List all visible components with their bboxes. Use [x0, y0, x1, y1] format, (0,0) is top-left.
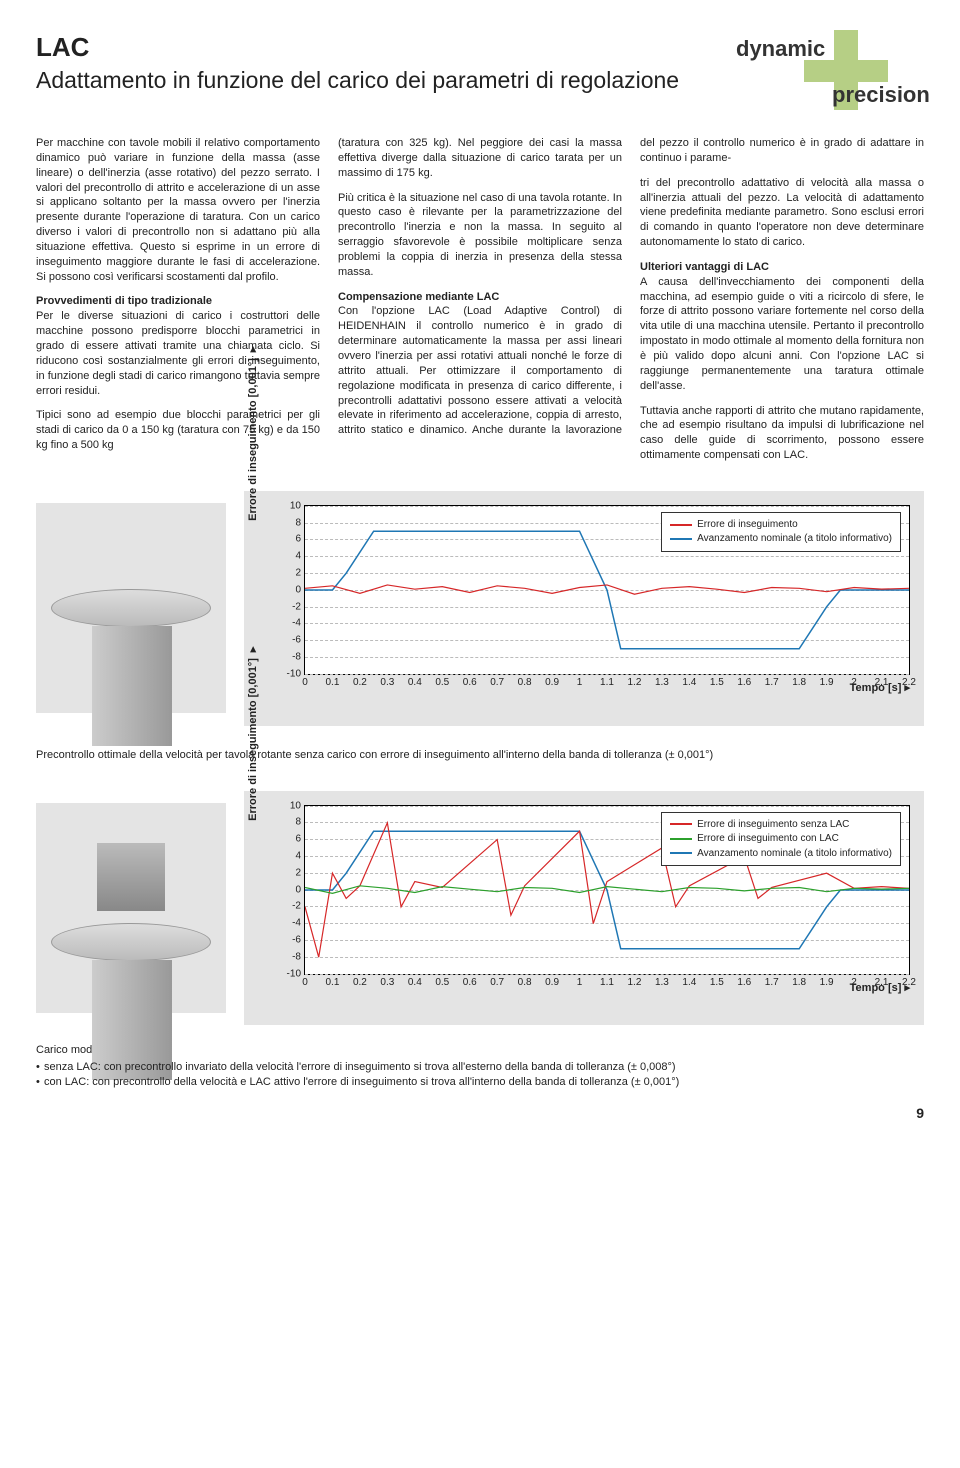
chart2-ylabel: Errore di inseguimento [0,001°] ▸: [246, 647, 261, 821]
title-block: LAC Adattamento in funzione del carico d…: [36, 30, 679, 95]
logo-word-dynamic: dynamic: [736, 34, 825, 64]
page-title: LAC: [36, 30, 679, 65]
body-p3: Tipici sono ad esempio due blocchi param…: [36, 408, 320, 453]
body-p9: Tuttavia anche rapporti di attrito che m…: [640, 404, 924, 463]
footer-li1: senza LAC: con precontrollo invariato de…: [36, 1060, 924, 1075]
body-p8: Ulteriori vantaggi di LACA causa dell'in…: [640, 260, 924, 394]
rotary-table-loaded-illustration: [36, 803, 226, 1013]
body-columns: Per macchine con tavole mobili il relati…: [36, 136, 924, 463]
footer-li2: con LAC: con precontrollo della velocità…: [36, 1075, 924, 1090]
caption-between: Precontrollo ottimale della velocità per…: [36, 748, 924, 763]
chart1-legend: Errore di inseguimentoAvanzamento nomina…: [661, 512, 901, 552]
body-p4: (taratura con 325 kg). Nel peggiore dei …: [338, 136, 622, 181]
dynamic-precision-logo: dynamic precision: [714, 30, 924, 110]
chart2-plot-area: Errore di inseguimento senza LACErrore d…: [304, 805, 910, 975]
logo-word-precision: precision: [832, 80, 930, 110]
chart-2: Errore di inseguimento [0,001°] ▸ Errore…: [244, 791, 924, 1026]
body-p2: Provvedimenti di tipo tradizionalePer le…: [36, 294, 320, 398]
rotary-table-empty-illustration: [36, 503, 226, 713]
chart-1: Errore di inseguimento [0,001°] ▸ Errore…: [244, 491, 924, 726]
page-subtitle: Adattamento in funzione del carico dei p…: [36, 67, 679, 95]
body-p7: tri del precontrollo adattativo di veloc…: [640, 176, 924, 250]
body-p1: Per macchine con tavole mobili il relati…: [36, 136, 320, 284]
figure-row-1: Errore di inseguimento [0,001°] ▸ Errore…: [36, 491, 924, 726]
chart1-ylabel: Errore di inseguimento [0,001°] ▸: [246, 347, 261, 521]
chart2-legend: Errore di inseguimento senza LACErrore d…: [661, 812, 901, 867]
chart1-plot-area: Errore di inseguimentoAvanzamento nomina…: [304, 505, 910, 675]
page-header: LAC Adattamento in funzione del carico d…: [36, 30, 924, 110]
page-number: 9: [36, 1104, 924, 1123]
body-p5: Più critica è la situazione nel caso di …: [338, 191, 622, 280]
figure-row-2: Errore di inseguimento [0,001°] ▸ Errore…: [36, 791, 924, 1026]
